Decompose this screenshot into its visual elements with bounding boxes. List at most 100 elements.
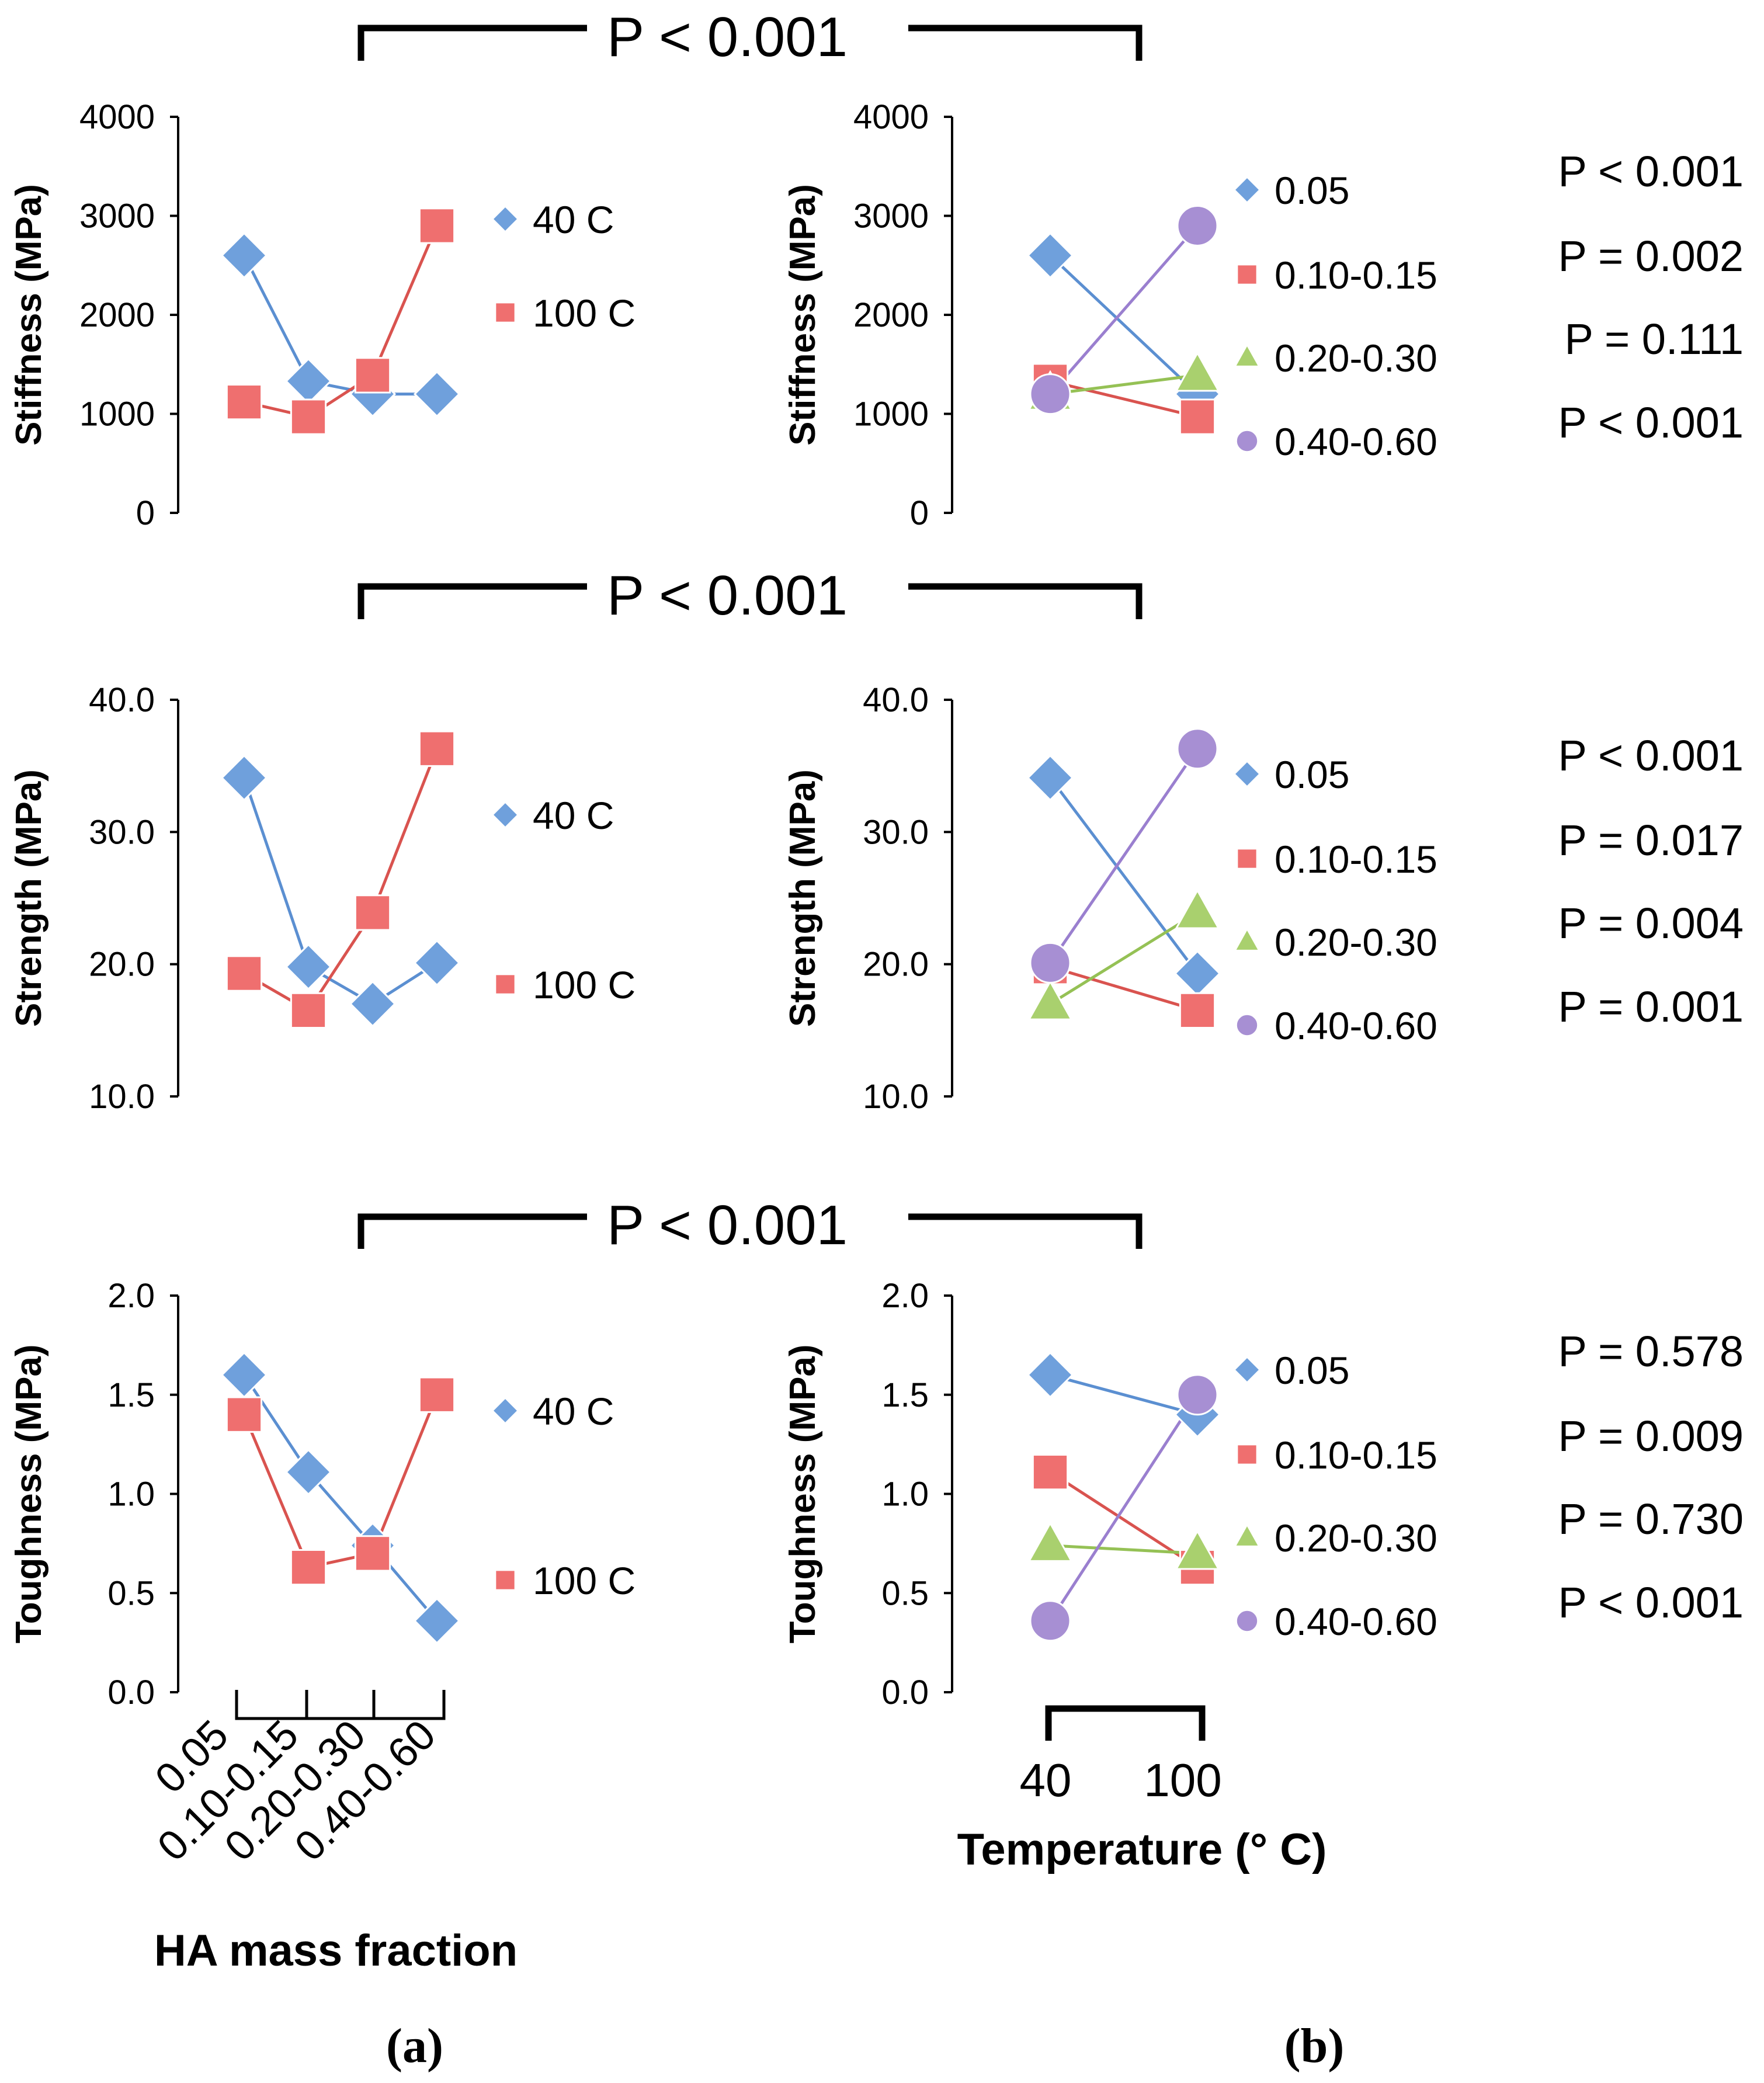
y-tick-label: 1000	[853, 395, 929, 433]
data-point	[1175, 888, 1220, 929]
bracket-toughness: P < 0.001	[357, 1194, 1143, 1256]
data-point	[1179, 992, 1216, 1029]
chart-toughness-vs-ha: 0.0 0.5 1.0 1.5 2.0 Toughness (MPa) 40 C 100 C	[9, 1277, 636, 1711]
y-tick-label: 20.0	[89, 946, 155, 984]
p-value-label: P = 0.111	[1564, 315, 1744, 363]
legend-label: 0.20-0.30	[1275, 921, 1437, 964]
y-axis-label: Stiffness (MPa)	[9, 184, 49, 446]
series-line-0.40-0.60	[1048, 748, 1199, 964]
legend-marker	[491, 1396, 520, 1425]
series-line-0.10-0.15	[1050, 965, 1198, 1012]
legend-marker	[1233, 926, 1261, 952]
p-value-label: P < 0.001	[1558, 147, 1744, 196]
y-tick-label: 3000	[853, 197, 929, 235]
legend-item: 0.05 P = 0.578	[1232, 1327, 1744, 1392]
series-line-0.10-0.15	[1050, 380, 1198, 419]
legend-item: 0.10-0.15 P = 0.002	[1236, 232, 1744, 297]
series-line-0.40-0.60	[1048, 1394, 1199, 1622]
data-point	[413, 370, 461, 418]
series-line-0.20-0.30	[1050, 373, 1198, 396]
legend-label: 100 C	[533, 963, 636, 1006]
data-point	[418, 730, 456, 767]
legend-item: 0.05 P < 0.001	[1232, 731, 1744, 796]
data-point	[1176, 1374, 1218, 1416]
data-point	[1027, 980, 1073, 1020]
data-point	[1176, 204, 1218, 247]
legend-marker	[491, 800, 520, 829]
legend-label: 0.10-0.15	[1275, 254, 1437, 297]
bracket-p-label: P < 0.001	[607, 6, 848, 68]
data-point	[1176, 728, 1218, 770]
chart-toughness-vs-temp: 0.0 0.5 1.0 1.5 2.0 Toughness (MPa) 0.05 P = 0.…	[783, 1277, 1744, 1711]
y-tick-label: 2.0	[881, 1277, 929, 1315]
legend-item: 100 C	[494, 291, 636, 335]
y-tick-label: 10.0	[89, 1078, 155, 1116]
legend-item: 100 C	[494, 963, 636, 1006]
bracket-p-label: P < 0.001	[607, 1194, 848, 1256]
data-point	[1175, 1529, 1220, 1570]
series-line-0.05	[1049, 254, 1199, 395]
data-point	[1173, 950, 1221, 997]
y-tick-label: 30.0	[863, 813, 929, 851]
legend-label: 0.05	[1275, 753, 1349, 796]
y-tick-label: 4000	[79, 98, 155, 136]
y-tick-label: 20.0	[863, 946, 929, 984]
y-tick-label: 0.5	[881, 1574, 929, 1612]
legend-marker	[494, 301, 516, 324]
legend-marker	[1235, 1013, 1259, 1037]
data-point	[413, 1597, 461, 1644]
p-value-label: P = 0.001	[1558, 983, 1744, 1031]
y-tick-label: 0.0	[107, 1674, 155, 1711]
data-point	[413, 939, 461, 987]
panel-label-b: (b)	[1284, 2019, 1345, 2073]
y-tick-label: 0	[136, 494, 155, 532]
legend-label: 40 C	[533, 794, 614, 837]
data-point	[354, 894, 391, 931]
legend-item: 0.20-0.30 P = 0.730	[1233, 1495, 1744, 1560]
data-point	[1029, 373, 1071, 415]
series-line-100 C	[243, 748, 439, 1013]
temperature-label: 40	[1020, 1754, 1072, 1806]
data-point	[225, 384, 263, 421]
left-x-axis-title: HA mass fraction	[154, 1926, 518, 1976]
legend-label: 0.05	[1275, 1349, 1349, 1392]
legend-label: 0.05	[1275, 169, 1349, 212]
y-tick-label: 2000	[79, 296, 155, 334]
data-point	[1032, 1454, 1069, 1491]
data-point	[1026, 754, 1074, 801]
y-axis-label: Toughness (MPa)	[783, 1344, 823, 1643]
legend-label: 0.40-0.60	[1275, 1600, 1437, 1643]
legend-item: 100 C	[494, 1559, 636, 1602]
y-axis-label: Toughness (MPa)	[9, 1344, 49, 1643]
legend-marker	[1236, 1443, 1258, 1466]
legend-label: 100 C	[533, 1559, 636, 1602]
legend-marker	[1235, 429, 1259, 453]
legend-item: 40 C	[491, 198, 614, 241]
y-tick-label: 1.0	[881, 1476, 929, 1513]
y-tick-label: 30.0	[89, 813, 155, 851]
bracket-strength: P < 0.001	[357, 564, 1143, 627]
legend-marker	[1233, 1522, 1261, 1547]
p-value-label: P = 0.017	[1558, 816, 1744, 865]
y-axis-label: Stiffness (MPa)	[783, 184, 823, 446]
y-tick-label: 2000	[853, 296, 929, 334]
p-value-label: P = 0.009	[1558, 1412, 1744, 1460]
chart-stiffness-vs-temp: 0 1000 2000 3000 4000 Stiffness (MPa) 0.05 P < …	[783, 98, 1744, 532]
data-point	[220, 232, 268, 279]
legend-item: 0.05 P < 0.001	[1232, 147, 1744, 212]
legend-label: 0.40-0.60	[1275, 420, 1437, 463]
series-line-0.40-0.60	[1049, 224, 1199, 395]
panel-label-a: (a)	[386, 2019, 443, 2073]
legend-label: 0.20-0.30	[1275, 1516, 1437, 1560]
p-value-label: P = 0.578	[1558, 1327, 1744, 1376]
bracket-p-label: P < 0.001	[607, 564, 848, 627]
legend-marker	[1236, 263, 1258, 286]
y-tick-label: 0.0	[881, 1674, 929, 1711]
data-point	[220, 754, 268, 801]
legend-label: 100 C	[533, 291, 636, 335]
data-point	[225, 955, 263, 992]
data-point	[418, 207, 456, 244]
legend-item: 0.10-0.15 P = 0.009	[1236, 1412, 1744, 1477]
series-line-0.20-0.30	[1050, 1544, 1198, 1555]
